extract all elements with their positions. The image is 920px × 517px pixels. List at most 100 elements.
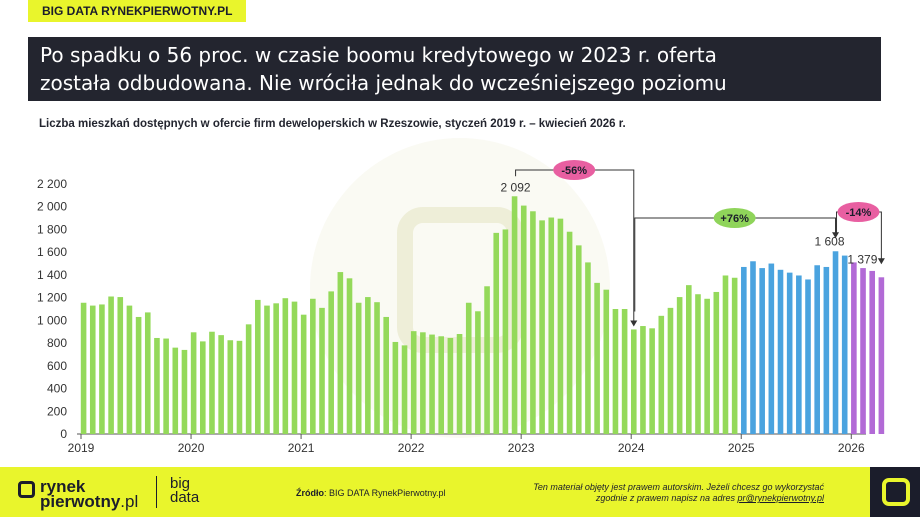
bar: [768, 263, 775, 434]
bar: [786, 272, 793, 434]
x-tick-label: 2020: [178, 441, 205, 455]
annotation-arrow: [630, 320, 638, 327]
bar: [621, 309, 628, 434]
bar: [328, 291, 334, 434]
bar: [410, 331, 417, 434]
x-tick-label: 2026: [838, 441, 865, 455]
value-label: 1 608: [815, 234, 845, 248]
bar: [245, 324, 252, 434]
rynekpierwotny-logo-icon: [18, 481, 35, 498]
bar: [475, 311, 481, 434]
bar: [108, 296, 114, 434]
bar: [511, 196, 518, 434]
bar: [236, 340, 243, 434]
bar: [374, 302, 380, 434]
annotation-label: -56%: [561, 165, 587, 177]
source-label: Źródło: [296, 488, 324, 498]
bar: [438, 336, 445, 434]
y-tick-label: 1 400: [37, 268, 67, 282]
chart-subtitle: Liczba mieszkań dostępnych w ofercie fir…: [39, 118, 626, 130]
bar: [264, 305, 270, 434]
y-tick-label: 1 200: [37, 291, 67, 305]
annotation-arrow: [877, 258, 885, 265]
logo-line-2: pierwotny: [40, 492, 121, 511]
bar: [750, 261, 756, 434]
bar: [667, 307, 674, 434]
bar: [154, 337, 160, 434]
annotation-pill: [713, 208, 756, 228]
y-tick-label: 600: [47, 359, 67, 373]
bar: [172, 347, 179, 434]
bar: [199, 341, 206, 434]
bigdata-line-1: big: [170, 475, 191, 492]
bar: [658, 315, 665, 434]
y-tick-label: 2 000: [37, 200, 67, 214]
bar: [612, 309, 619, 434]
bar: [447, 337, 454, 434]
logo-line-1: rynek: [40, 477, 86, 496]
bar: [530, 211, 536, 434]
rounded-square-icon: [882, 478, 910, 506]
bar: [255, 299, 261, 434]
corner-badge: [870, 467, 920, 517]
footer-divider: [156, 476, 157, 508]
y-tick-label: 400: [47, 382, 67, 396]
annotation-pill: [553, 160, 596, 180]
bar: [282, 298, 289, 434]
rynekpierwotny-logo: rynek pierwotny.pl: [40, 477, 139, 511]
value-label: 2 092: [501, 180, 531, 194]
bar: [676, 297, 683, 434]
bar: [704, 298, 710, 434]
bar: [869, 270, 876, 434]
logo-suffix: .pl: [120, 492, 139, 511]
x-tick-label: 2025: [728, 441, 755, 455]
footer: rynek pierwotny.pl big data Źródło: BIG …: [0, 467, 920, 517]
bar: [319, 307, 325, 434]
bar: [814, 265, 820, 434]
bar: [741, 266, 747, 434]
bar: [722, 275, 729, 434]
bar: [851, 262, 857, 434]
bar: [99, 304, 105, 434]
bar: [484, 286, 490, 434]
bar: [805, 279, 811, 434]
x-tick-label: 2022: [398, 441, 425, 455]
y-tick-label: 0: [60, 427, 67, 441]
source-note: Źródło: BIG DATA RynekPierwotny.pl: [296, 488, 446, 498]
bar: [585, 262, 591, 434]
bar: [649, 328, 655, 434]
copyright-email[interactable]: pr@rynekpierwotny.pl: [737, 493, 824, 503]
brand-tag: BIG DATA RYNEKPIERWOTNY.PL: [28, 0, 247, 22]
x-tick-label: 2024: [618, 441, 645, 455]
copyright-line-2: zgodnie z prawem napisz na adres: [595, 493, 735, 503]
annotation-pill: [837, 202, 880, 222]
bar: [273, 303, 279, 434]
y-tick-label: 800: [47, 336, 67, 350]
bar: [686, 285, 692, 434]
bar: [346, 278, 353, 434]
bar: [310, 298, 316, 434]
bar: [493, 232, 500, 434]
bar: [575, 245, 582, 434]
y-tick-label: 2 200: [37, 177, 67, 191]
bar: [502, 229, 509, 434]
bar: [117, 297, 124, 434]
bar: [456, 334, 463, 434]
value-label: 1 379: [847, 252, 877, 266]
bar-chart: 0 200 400 600 800 1 000 1 200 1 400 1 600 1 800 2 …: [37, 138, 885, 455]
bar: [209, 331, 215, 434]
source-text: : BIG DATA RynekPierwotny.pl: [324, 488, 446, 498]
bar: [823, 266, 830, 434]
bar: [566, 231, 573, 434]
x-tick-label: 2019: [68, 441, 95, 455]
headline-line-1: Po spadku o 56 proc. w czasie boomu kred…: [40, 43, 717, 67]
bar: [841, 255, 848, 434]
y-tick-label: 200: [47, 404, 67, 418]
bar: [181, 349, 188, 434]
bar: [695, 294, 701, 434]
bar: [429, 334, 435, 434]
copyright-line-1: Ten materiał objęty jest prawem autorski…: [533, 482, 824, 492]
bar: [392, 341, 399, 434]
bar: [832, 251, 839, 434]
x-tick-label: 2023: [508, 441, 535, 455]
